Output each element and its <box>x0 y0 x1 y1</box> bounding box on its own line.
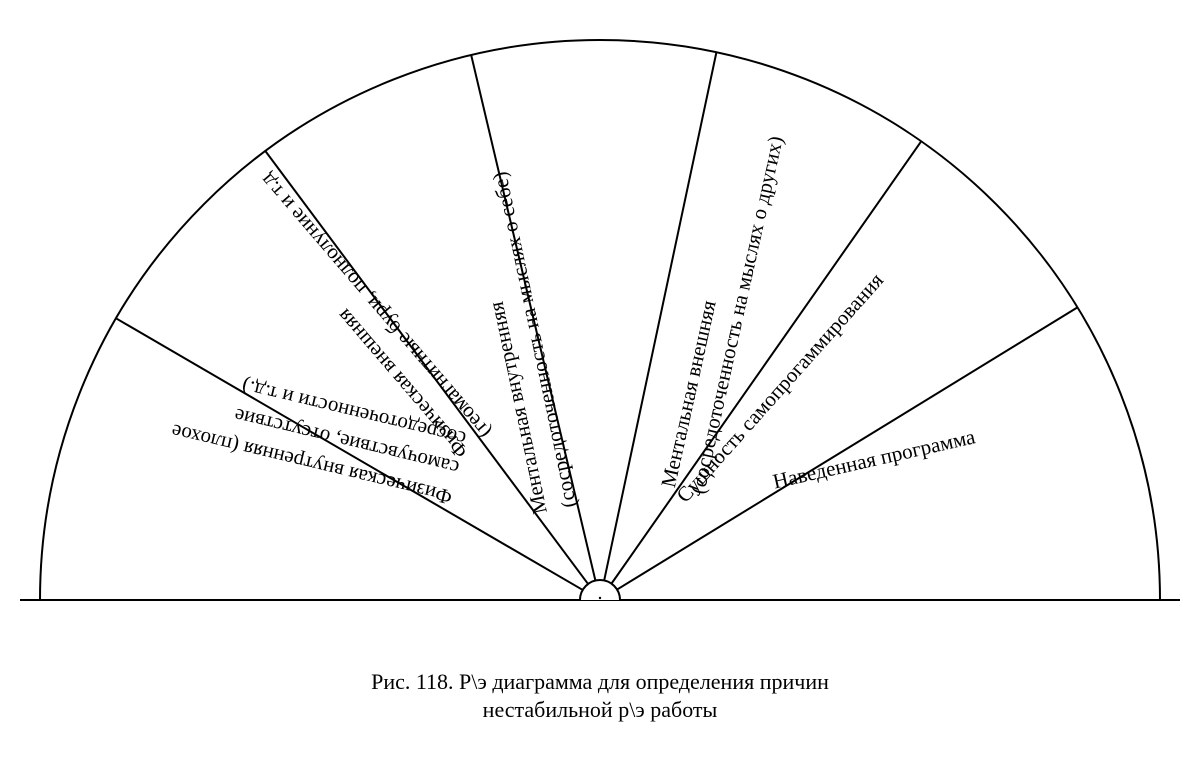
fan-svg: Наведенная программаСущность самопрогамм… <box>0 0 1200 759</box>
sector-label-0-line-0: Наведенная программа <box>771 424 978 493</box>
center-dot <box>599 597 601 599</box>
caption-line-1: Рис. 118. Р\э диаграмма для определения … <box>0 668 1200 696</box>
fan-diagram: Наведенная программаСущность самопрогамм… <box>0 0 1200 759</box>
caption-line-2: нестабильной р\э работы <box>0 696 1200 724</box>
outer-arc <box>40 40 1160 600</box>
figure-caption: Рис. 118. Р\э диаграмма для определения … <box>0 668 1200 724</box>
